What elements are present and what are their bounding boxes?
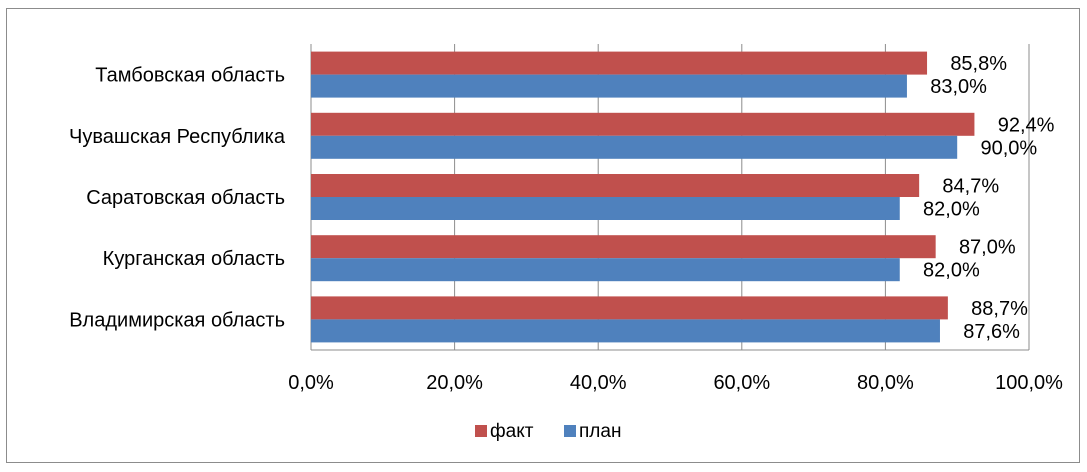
- bar-факт: [311, 112, 975, 136]
- data-label: 82,0%: [923, 260, 980, 282]
- bar-план: [311, 197, 900, 220]
- bar-факт: [311, 235, 936, 259]
- data-label: 84,7%: [942, 176, 999, 198]
- category-label: Саратовская область: [86, 187, 285, 209]
- bar-факт: [311, 174, 920, 197]
- data-label: 87,0%: [959, 237, 1016, 259]
- x-tick-label: 20,0%: [426, 372, 483, 394]
- category-label: Владимирская область: [69, 309, 285, 331]
- legend-swatch-факт: [475, 425, 487, 437]
- data-label: 85,8%: [950, 53, 1007, 75]
- x-tick-label: 0,0%: [288, 372, 334, 394]
- data-label: 82,0%: [923, 199, 980, 221]
- x-tick-label: 100,0%: [995, 372, 1063, 394]
- bar-факт: [311, 51, 928, 75]
- category-label: Чувашская Республика: [69, 126, 286, 148]
- category-label: Тамбовская область: [95, 65, 285, 87]
- category-label: Курганская область: [103, 248, 285, 270]
- legend-label: план: [579, 421, 621, 442]
- bar-факт: [311, 296, 948, 320]
- x-tick-label: 60,0%: [713, 372, 770, 394]
- bar-план: [311, 135, 958, 159]
- x-tick-label: 80,0%: [857, 372, 914, 394]
- bar-план: [311, 74, 907, 98]
- data-label: 88,7%: [971, 298, 1028, 320]
- data-label: 83,0%: [930, 76, 987, 98]
- legend-label: факт: [490, 421, 534, 442]
- data-label: 87,6%: [963, 321, 1020, 343]
- data-label: 92,4%: [998, 114, 1055, 136]
- bar-план: [311, 319, 940, 343]
- legend-swatch-план: [564, 425, 576, 437]
- bar-план: [311, 258, 900, 282]
- x-tick-label: 40,0%: [570, 372, 627, 394]
- data-label: 90,0%: [980, 137, 1037, 159]
